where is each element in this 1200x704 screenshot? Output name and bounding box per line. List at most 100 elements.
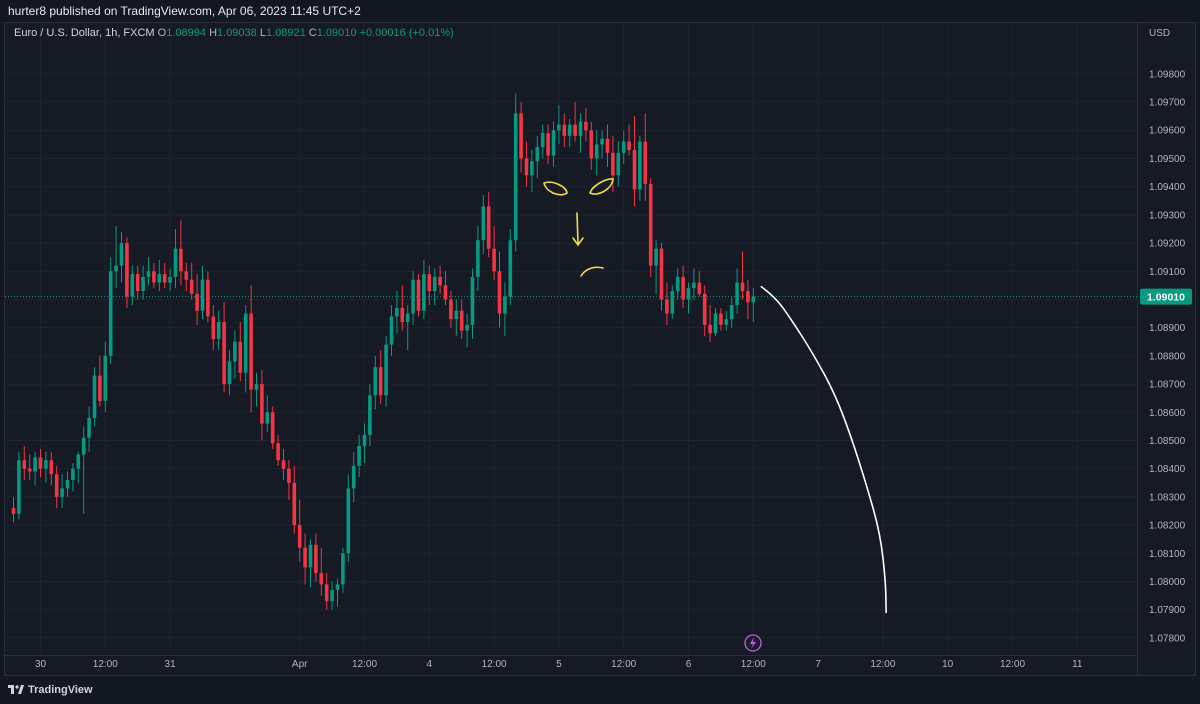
candle-body	[627, 141, 631, 150]
candle-body	[216, 322, 221, 339]
candle-down	[449, 291, 453, 328]
candle-up	[530, 149, 534, 193]
change-value: +0.00016 (+0.01%)	[359, 27, 454, 39]
time-tick-label: 31	[165, 659, 177, 670]
candle-up	[724, 310, 729, 331]
candle-down	[189, 262, 194, 300]
candle-body	[427, 274, 432, 292]
candle-body	[632, 149, 637, 190]
candle-up	[465, 313, 469, 348]
candle-down	[287, 460, 291, 500]
time-tick-label: 6	[686, 659, 692, 670]
price-tick-label: 1.07800	[1149, 633, 1186, 644]
candle-up	[233, 330, 237, 379]
candle-up	[362, 423, 367, 464]
candle-body	[38, 457, 43, 469]
candle-body	[611, 152, 615, 176]
candle-up	[87, 406, 91, 452]
tradingview-brand[interactable]: TradingView	[8, 684, 93, 696]
chart-panel[interactable]	[4, 22, 1196, 676]
candle-body	[125, 243, 129, 297]
candle-body	[416, 279, 421, 311]
candle-up	[114, 226, 118, 289]
candle-body	[513, 113, 518, 241]
candle-up	[130, 265, 135, 306]
candle-up	[384, 336, 388, 407]
candle-body	[335, 584, 340, 590]
candle-up	[351, 451, 356, 503]
candle-body	[319, 573, 324, 585]
candle-up	[146, 257, 151, 286]
candle-up	[411, 271, 415, 325]
candle-down	[222, 302, 226, 393]
price-tick-label: 1.09200	[1149, 239, 1186, 250]
candle-up	[92, 367, 97, 427]
candle-body	[54, 474, 59, 497]
time-tick-label: Apr	[292, 659, 308, 670]
candle-down	[38, 448, 43, 478]
lightning-event-icon[interactable]	[744, 634, 762, 652]
candle-body	[260, 384, 264, 424]
candle-body	[168, 276, 172, 283]
candle-body	[384, 344, 388, 396]
candle-body	[265, 412, 270, 424]
candle-down	[211, 305, 216, 351]
candle-body	[87, 417, 91, 438]
candle-body	[395, 307, 399, 317]
candle-body	[573, 124, 577, 136]
lightning-glyph	[750, 637, 756, 649]
candle-body	[378, 367, 383, 396]
time-tick-label: 30	[35, 659, 47, 670]
candle-body	[287, 468, 291, 483]
candle-down	[497, 251, 502, 328]
high-label: H	[209, 27, 218, 39]
price-tick-label: 1.08900	[1149, 323, 1186, 334]
candle-body	[341, 553, 345, 585]
candle-body	[670, 291, 675, 314]
candle-body	[362, 434, 367, 447]
candle-up	[389, 305, 394, 356]
candle-body	[119, 243, 124, 266]
candle-body	[114, 265, 118, 272]
candle-body	[697, 282, 702, 294]
candle-up	[422, 259, 426, 320]
candle-body	[616, 152, 621, 176]
candle-body	[492, 248, 496, 272]
candle-body	[735, 282, 739, 306]
candle-up	[713, 307, 718, 337]
candle-up	[686, 282, 691, 314]
candle-up	[395, 291, 399, 334]
candle-body	[238, 341, 243, 373]
face-doodle	[543, 178, 614, 277]
candle-up	[173, 228, 178, 289]
candle-body	[233, 341, 237, 362]
tradingview-logo-icon	[8, 685, 24, 694]
symbol-legend: Euro / U.S. Dollar, 1h, FXCM O1.08994 H1…	[14, 27, 454, 39]
price-tick-label: 1.07900	[1149, 605, 1186, 616]
candle-down	[524, 141, 529, 187]
candle-down	[162, 262, 167, 289]
brand-label: TradingView	[28, 684, 93, 696]
candle-up	[470, 268, 475, 339]
candle-up	[557, 104, 561, 145]
candle-body	[351, 465, 356, 489]
time-tick-label: 4	[427, 659, 433, 670]
candle-up	[670, 285, 675, 320]
candle-up	[729, 296, 734, 328]
price-tick-label: 1.09300	[1149, 210, 1186, 221]
candlestick-chart[interactable]: 1.07800 1.07900 1.08000 1.08100 1.08200 1.083…	[0, 0, 1200, 680]
time-tick-label: 12:00	[870, 659, 895, 670]
candle-body	[189, 279, 194, 294]
candle-body	[562, 124, 567, 136]
candle-body	[179, 248, 183, 272]
candle-body	[432, 276, 437, 292]
candle-body	[389, 316, 394, 345]
top-bar: hurter8 published on TradingView.com, Ap…	[0, 0, 1200, 22]
candle-down	[179, 220, 183, 286]
candle-body	[297, 525, 302, 548]
candle-body	[459, 310, 464, 331]
candle-up	[503, 282, 507, 337]
candle-up	[535, 135, 540, 179]
candle-body	[411, 279, 415, 314]
candle-body	[22, 460, 27, 469]
